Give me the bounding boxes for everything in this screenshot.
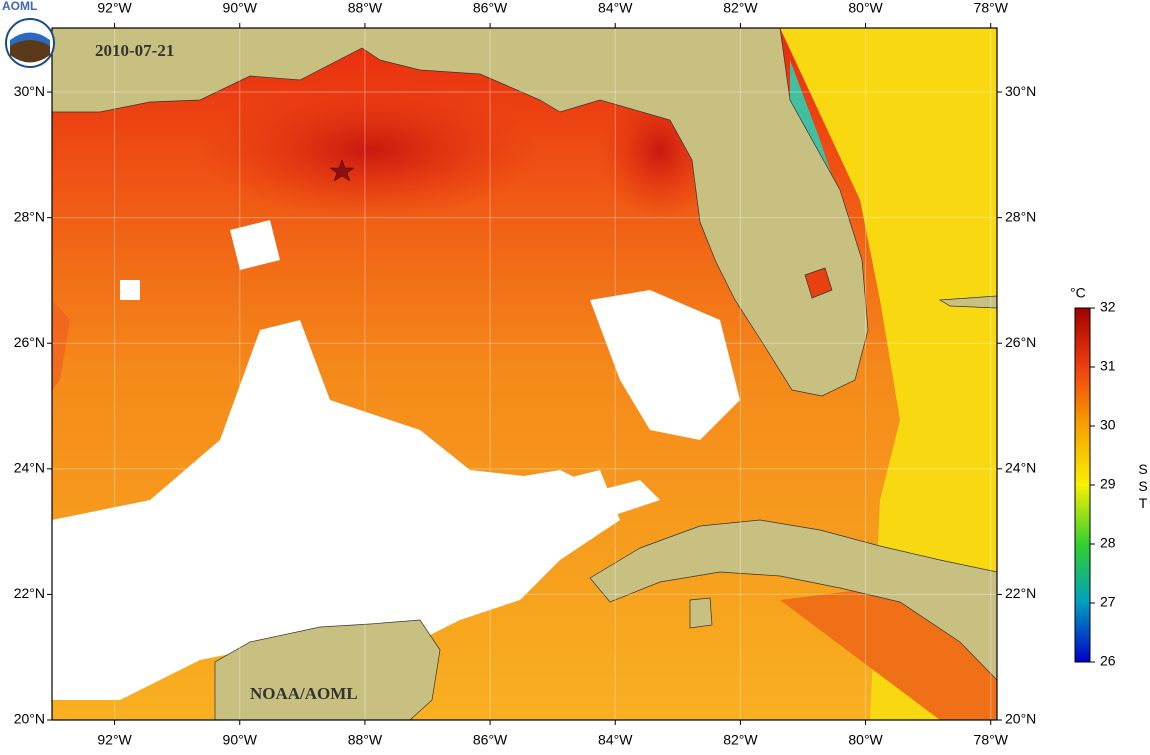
colorbar-tick-label: 27 [1100,594,1116,610]
lon-tick-label: 82°W [723,0,758,16]
colorbar-tick-label: 28 [1100,535,1116,551]
lon-tick-label: 88°W [348,0,383,16]
colorbar-tick-label: 30 [1100,417,1116,433]
date-label: 2010-07-21 [95,41,174,60]
colorbar [1074,307,1091,663]
colorbar-tick-label: 26 [1100,653,1116,669]
lon-tick-label: 92°W [97,732,132,748]
map-frame [51,27,998,721]
logo-text: AOML [2,0,37,13]
lon-tick-label: 86°W [473,732,508,748]
lat-tick-label: 26°N [1005,334,1036,350]
lat-tick-label: 28°N [1005,208,1036,224]
colorbar-unit: °C [1070,285,1086,301]
lon-tick-label: 80°W [848,732,883,748]
land [52,28,997,720]
lon-tick-label: 90°W [223,732,258,748]
lon-tick-label: 78°W [974,732,1009,748]
lat-tick-label: 22°N [14,585,45,601]
colorbar-tick-label: 29 [1100,476,1116,492]
lat-tick-label: 28°N [14,208,45,224]
lon-tick-label: 84°W [598,0,633,16]
lat-tick-label: 20°N [1005,711,1036,727]
colorbar-tick-label: 31 [1100,358,1116,374]
lon-tick-label: 90°W [223,0,258,16]
logo-water [10,32,50,46]
lat-tick-label: 30°N [1005,83,1036,99]
lon-tick-label: 82°W [723,732,758,748]
lon-tick-label: 88°W [348,732,383,748]
lat-tick-label: 24°N [1005,460,1036,476]
lon-tick-label: 80°W [848,0,883,16]
lon-tick-label: 84°W [598,732,633,748]
lat-tick-label: 22°N [1005,585,1036,601]
logo-land [10,38,50,63]
lat-tick-label: 20°N [14,711,45,727]
lon-tick-label: 78°W [974,0,1009,16]
lon-tick-label: 92°W [97,0,132,16]
credit-label: NOAA/AOML [250,684,358,703]
lat-tick-label: 30°N [14,83,45,99]
map-field [52,28,997,720]
colorbar-tick-label: 32 [1100,299,1116,315]
lat-tick-label: 24°N [14,460,45,476]
lon-tick-label: 86°W [473,0,508,16]
spill-site-star [329,159,355,182]
grid [52,28,997,721]
lat-tick-label: 26°N [14,334,45,350]
